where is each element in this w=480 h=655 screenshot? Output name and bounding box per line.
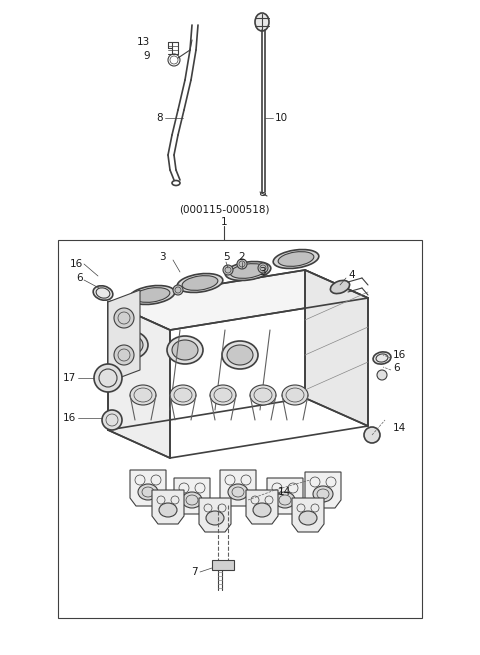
Circle shape (173, 285, 183, 295)
Polygon shape (246, 490, 278, 524)
Text: (000115-000518): (000115-000518) (179, 205, 269, 215)
Polygon shape (292, 498, 324, 532)
Ellipse shape (93, 286, 113, 300)
Polygon shape (305, 270, 368, 426)
Polygon shape (174, 478, 210, 514)
Text: 13: 13 (137, 37, 150, 47)
Ellipse shape (129, 286, 175, 305)
Text: 14: 14 (278, 487, 291, 497)
Text: 3: 3 (259, 267, 265, 277)
Ellipse shape (210, 385, 236, 405)
Ellipse shape (255, 13, 269, 31)
Ellipse shape (159, 503, 177, 517)
Ellipse shape (299, 511, 317, 525)
Bar (58, 240, 422, 618)
Text: 14: 14 (393, 423, 406, 433)
Circle shape (258, 263, 268, 273)
Circle shape (377, 370, 387, 380)
Ellipse shape (227, 345, 253, 365)
Ellipse shape (117, 335, 143, 355)
Circle shape (114, 345, 134, 365)
Ellipse shape (182, 276, 218, 290)
Ellipse shape (138, 484, 158, 500)
Text: 16: 16 (63, 413, 76, 423)
Ellipse shape (373, 352, 391, 364)
Text: 5: 5 (223, 252, 229, 262)
Text: 4: 4 (348, 270, 355, 280)
Circle shape (102, 410, 122, 430)
Polygon shape (152, 490, 184, 524)
Polygon shape (108, 270, 368, 330)
Circle shape (364, 427, 380, 443)
Ellipse shape (206, 511, 224, 525)
Polygon shape (108, 302, 170, 458)
Ellipse shape (167, 336, 203, 364)
Ellipse shape (278, 252, 314, 267)
Ellipse shape (172, 340, 198, 360)
Text: 6: 6 (76, 273, 83, 283)
Polygon shape (305, 472, 341, 508)
Ellipse shape (177, 274, 223, 293)
Ellipse shape (253, 503, 271, 517)
Circle shape (114, 308, 134, 328)
Ellipse shape (313, 486, 333, 502)
Ellipse shape (222, 341, 258, 369)
Ellipse shape (273, 250, 319, 269)
Text: 3: 3 (159, 252, 165, 262)
Ellipse shape (228, 484, 248, 500)
Text: 17: 17 (63, 373, 76, 383)
Text: 2: 2 (239, 252, 245, 262)
Polygon shape (212, 560, 234, 570)
Ellipse shape (182, 492, 202, 508)
Ellipse shape (330, 280, 349, 293)
Text: 1: 1 (221, 217, 228, 227)
Ellipse shape (230, 263, 266, 278)
Polygon shape (199, 498, 231, 532)
Circle shape (94, 364, 122, 392)
Circle shape (237, 259, 247, 269)
Ellipse shape (250, 385, 276, 405)
Polygon shape (267, 478, 303, 514)
Text: 10: 10 (275, 113, 288, 123)
Text: 16: 16 (393, 350, 406, 360)
Text: 9: 9 (144, 51, 150, 61)
Ellipse shape (170, 385, 196, 405)
Text: 6: 6 (393, 363, 400, 373)
Polygon shape (220, 470, 256, 506)
Ellipse shape (282, 385, 308, 405)
Ellipse shape (130, 385, 156, 405)
Polygon shape (130, 470, 166, 506)
Ellipse shape (134, 288, 170, 303)
Circle shape (223, 265, 233, 275)
Ellipse shape (275, 492, 295, 508)
Ellipse shape (112, 331, 148, 359)
Text: 8: 8 (156, 113, 163, 123)
Ellipse shape (225, 261, 271, 280)
Text: 16: 16 (70, 259, 83, 269)
Text: 7: 7 (192, 567, 198, 577)
Polygon shape (108, 290, 140, 382)
